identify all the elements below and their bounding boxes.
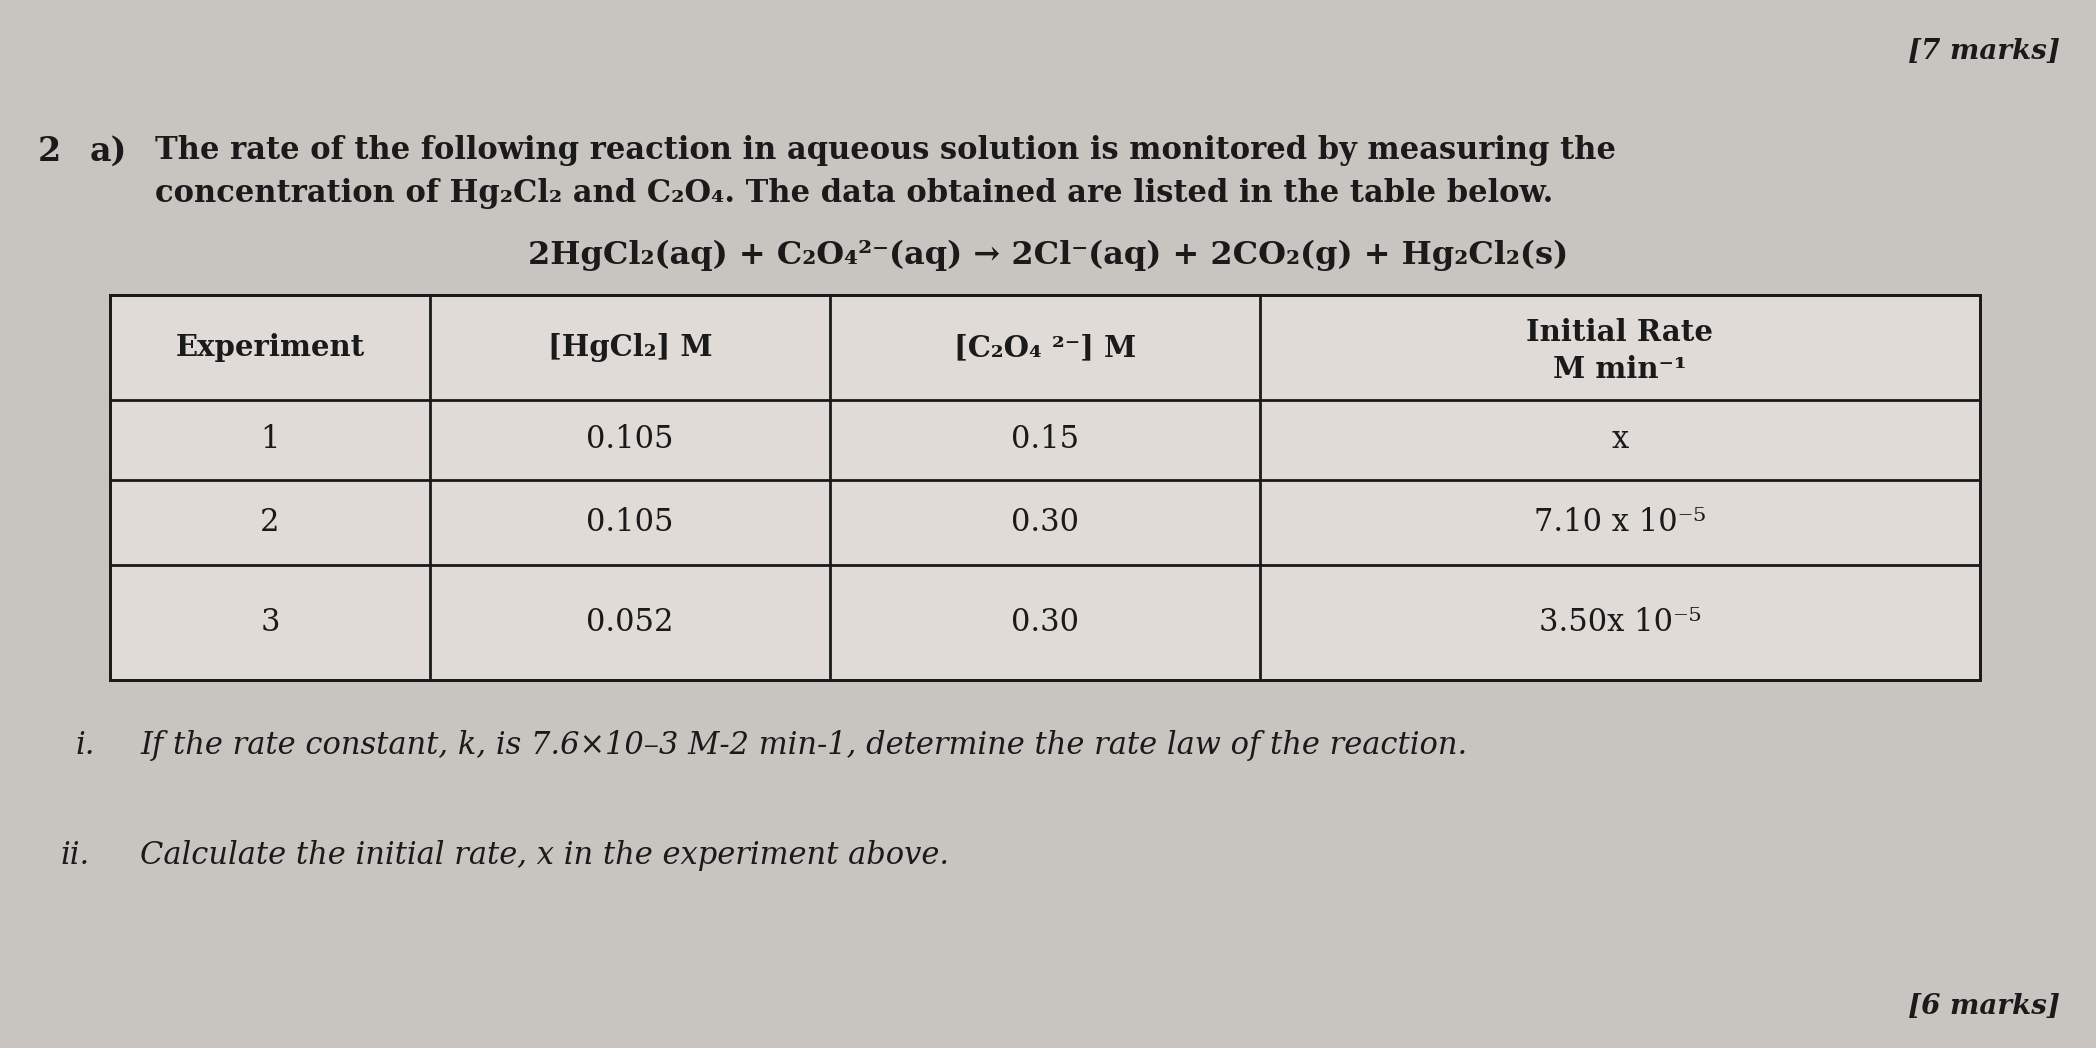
Text: M min⁻¹: M min⁻¹ xyxy=(1553,355,1687,384)
Text: [C₂O₄ ²⁻] M: [C₂O₄ ²⁻] M xyxy=(954,333,1136,362)
Text: 7.10 x 10⁻⁵: 7.10 x 10⁻⁵ xyxy=(1534,507,1706,538)
Text: 3: 3 xyxy=(260,607,279,638)
Text: a): a) xyxy=(90,135,128,168)
Text: [7 marks]: [7 marks] xyxy=(1907,38,2060,65)
Text: Experiment: Experiment xyxy=(176,333,365,362)
Text: 2: 2 xyxy=(260,507,279,538)
Text: [HgCl₂] M: [HgCl₂] M xyxy=(547,333,713,362)
Text: x: x xyxy=(1612,424,1629,456)
Bar xyxy=(109,294,1981,680)
Text: The rate of the following reaction in aqueous solution is monitored by measuring: The rate of the following reaction in aq… xyxy=(155,135,1616,166)
Text: Initial Rate: Initial Rate xyxy=(1526,318,1715,347)
Text: ii.: ii. xyxy=(61,840,90,871)
Text: 0.052: 0.052 xyxy=(587,607,673,638)
Text: Calculate the initial rate, x in the experiment above.: Calculate the initial rate, x in the exp… xyxy=(140,840,949,871)
Text: If the rate constant, k, is 7.6×10–3 M-2 min-1, determine the rate law of the re: If the rate constant, k, is 7.6×10–3 M-2… xyxy=(140,730,1467,761)
Text: 0.30: 0.30 xyxy=(1010,607,1079,638)
Text: 0.15: 0.15 xyxy=(1010,424,1079,456)
Text: 3.50x 10⁻⁵: 3.50x 10⁻⁵ xyxy=(1538,607,1702,638)
Text: 2: 2 xyxy=(38,135,61,168)
Text: concentration of Hg₂Cl₂ and C₂O₄. The data obtained are listed in the table belo: concentration of Hg₂Cl₂ and C₂O₄. The da… xyxy=(155,178,1553,209)
Text: [6 marks]: [6 marks] xyxy=(1907,994,2060,1020)
Text: 0.105: 0.105 xyxy=(587,507,673,538)
Text: 2HgCl₂(aq) + C₂O₄²⁻(aq) → 2Cl⁻(aq) + 2CO₂(g) + Hg₂Cl₂(s): 2HgCl₂(aq) + C₂O₄²⁻(aq) → 2Cl⁻(aq) + 2CO… xyxy=(528,240,1568,271)
Text: 0.105: 0.105 xyxy=(587,424,673,456)
Text: 1: 1 xyxy=(260,424,279,456)
Text: 0.30: 0.30 xyxy=(1010,507,1079,538)
Text: i.: i. xyxy=(75,730,94,761)
